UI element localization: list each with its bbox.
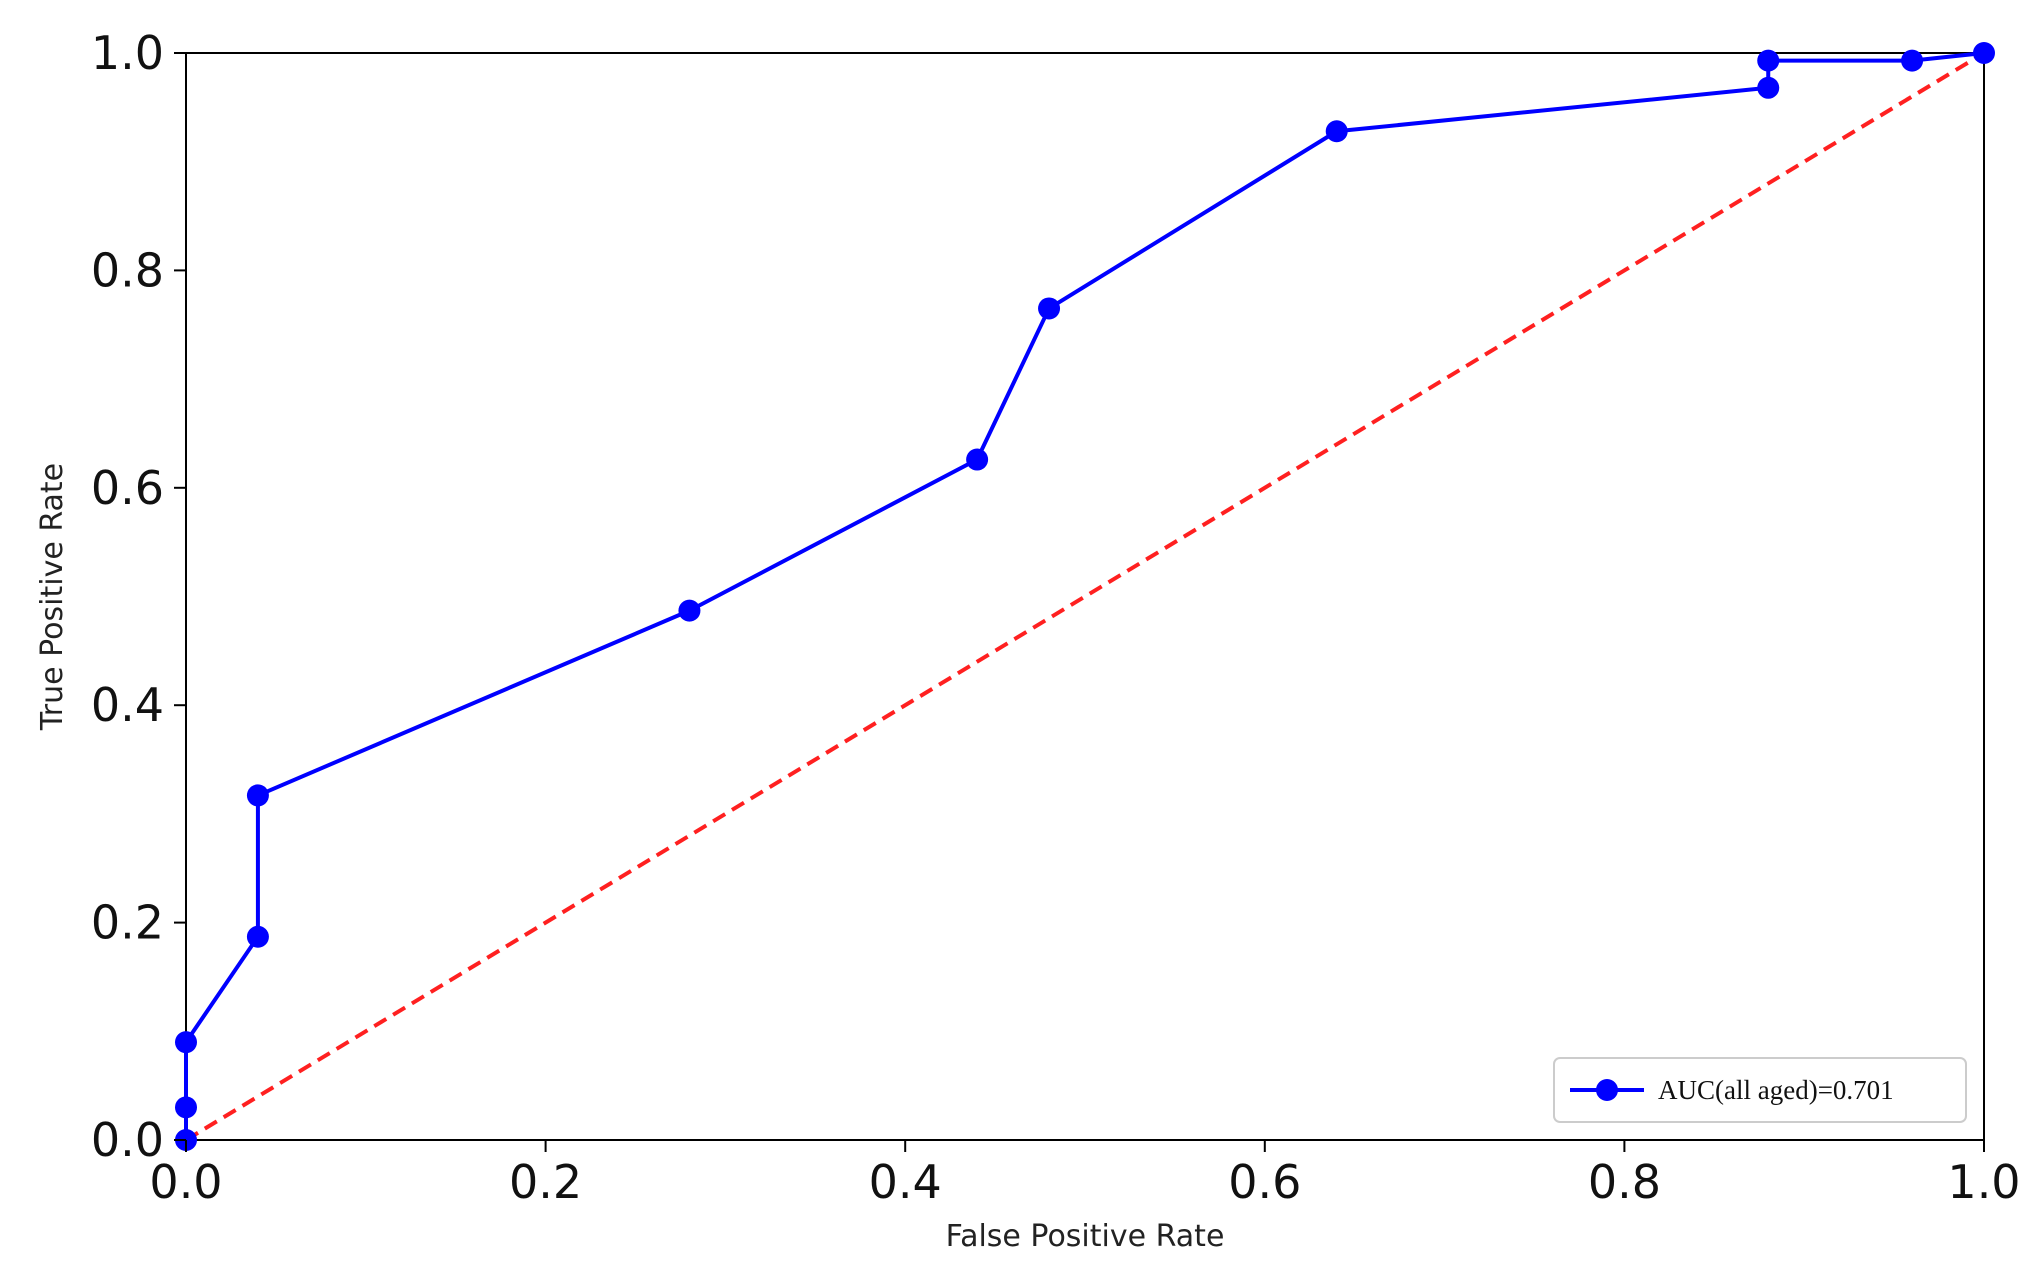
- legend-marker-swatch: [1596, 1079, 1618, 1101]
- roc-curve-point: [1038, 297, 1061, 320]
- roc-curve-point: [1757, 49, 1780, 72]
- x-tick-label: 0.6: [1228, 1155, 1301, 1209]
- x-tick-label: 0.0: [149, 1155, 222, 1209]
- reference-diagonal-line: [184, 51, 1986, 1142]
- legend-box: [1553, 1057, 1967, 1123]
- y-tick-label: 0.0: [91, 1113, 164, 1167]
- roc-curve-point: [246, 925, 269, 948]
- x-axis-label: False Positive Rate: [946, 1219, 1225, 1254]
- legend: AUC(all aged)=0.701: [1553, 1057, 1967, 1123]
- roc-curve-point: [246, 784, 269, 807]
- roc-curve-point: [1973, 42, 1995, 64]
- x-tick-label: 0.4: [869, 1155, 942, 1209]
- y-tick-label: 0.2: [91, 896, 164, 950]
- roc-curve-point: [678, 599, 701, 622]
- y-tick-label: 0.6: [91, 461, 164, 515]
- roc-curve-point: [175, 1031, 197, 1054]
- y-tick-label: 1.0: [91, 26, 164, 80]
- roc-curve-point: [1757, 76, 1780, 99]
- y-tick-label: 0.4: [91, 678, 164, 732]
- y-axis-label: True Positive Rate: [35, 463, 70, 731]
- x-tick-label: 0.8: [1588, 1155, 1661, 1209]
- x-tick-label: 0.2: [509, 1155, 582, 1209]
- y-tick-label: 0.8: [91, 243, 164, 297]
- ticks-group: 0.0 0.2 0.4 0.6 0.8 1.0 0.0 0.2 0.4 0.6 0.8 1.0: [91, 26, 2021, 1209]
- roc-curve-point: [175, 1096, 197, 1119]
- legend-label: AUC(all aged)=0.701: [1658, 1075, 1894, 1105]
- x-tick-label: 1.0: [1947, 1155, 2020, 1209]
- series-group: [175, 42, 1995, 1151]
- roc-curve-point: [966, 448, 989, 471]
- reference-diagonal-group: [184, 51, 1986, 1142]
- roc-curve-point: [1901, 49, 1924, 72]
- roc-curve-point: [1325, 120, 1348, 143]
